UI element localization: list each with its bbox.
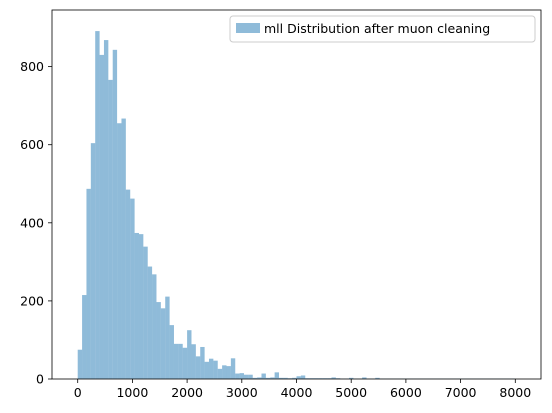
histogram-bar xyxy=(173,343,179,379)
histogram-bar xyxy=(178,343,183,379)
x-tick-label: 8000 xyxy=(499,385,531,400)
histogram-bar xyxy=(362,377,367,379)
x-axis-ticks: 0 1000 2000 3000 4000 5000 6000 7000 8000 xyxy=(74,379,531,400)
y-tick-label: 600 xyxy=(20,137,44,152)
histogram-bar xyxy=(222,365,227,379)
legend-label: mll Distribution after muon cleaning xyxy=(264,21,490,36)
histogram-bar xyxy=(230,358,236,379)
histogram-bar xyxy=(99,54,104,380)
histogram-bar xyxy=(182,347,188,379)
x-tick-label: 7000 xyxy=(445,385,477,400)
histogram-bar xyxy=(300,375,306,379)
histogram-bar xyxy=(274,372,279,379)
histogram-bar xyxy=(138,234,144,379)
histogram-bar xyxy=(117,123,122,379)
histogram-bar xyxy=(82,295,87,379)
histogram-bar xyxy=(160,308,166,379)
histogram-bar xyxy=(235,373,240,379)
histogram-bar xyxy=(239,373,244,379)
histogram-bar xyxy=(200,346,205,379)
histogram-bar xyxy=(156,302,161,379)
histogram-bar xyxy=(86,188,91,379)
histogram-bar xyxy=(112,49,118,379)
histogram-bar xyxy=(165,296,170,379)
histogram-bar xyxy=(169,325,174,379)
y-tick-label: 0 xyxy=(36,372,44,387)
x-tick-label: 4000 xyxy=(281,385,313,400)
histogram-bar xyxy=(292,377,297,379)
histogram-bar xyxy=(252,377,258,379)
y-tick-label: 400 xyxy=(20,215,44,230)
histogram-bar xyxy=(152,274,157,379)
histogram-bar xyxy=(265,377,271,379)
histogram-bar xyxy=(95,31,100,379)
histogram-bar xyxy=(191,344,196,379)
histogram-bar xyxy=(331,377,336,379)
histogram-bar xyxy=(130,198,135,379)
histogram-bar xyxy=(375,377,380,379)
histogram-bar xyxy=(208,358,214,379)
x-tick-label: 2000 xyxy=(171,385,203,400)
x-tick-label: 5000 xyxy=(335,385,367,400)
histogram-bar xyxy=(243,374,249,379)
histogram-bar xyxy=(90,143,96,379)
histogram-bar xyxy=(121,118,126,380)
histogram-bar xyxy=(143,246,148,379)
legend: mll Distribution after muon cleaning xyxy=(229,15,536,43)
histogram-bar xyxy=(134,232,139,379)
histogram-bar xyxy=(278,377,284,379)
histogram-bar xyxy=(147,266,153,379)
histogram-bar xyxy=(261,373,266,379)
histogram-bar xyxy=(125,189,131,379)
y-tick-label: 800 xyxy=(20,59,44,74)
histogram-bar xyxy=(217,368,223,379)
legend-swatch xyxy=(236,23,260,33)
y-tick-label: 200 xyxy=(20,293,44,308)
histogram-bar xyxy=(296,376,301,379)
histogram-bars xyxy=(77,31,516,380)
histogram-bar xyxy=(213,360,218,379)
histogram-bar xyxy=(108,79,113,380)
histogram-bar xyxy=(103,40,109,380)
histogram-bar xyxy=(226,366,231,379)
histogram-bar xyxy=(270,377,275,379)
histogram-bar xyxy=(204,361,209,379)
histogram-bar xyxy=(248,374,253,379)
x-tick-label: 6000 xyxy=(390,385,422,400)
histogram-bar xyxy=(349,377,354,379)
histogram-bar xyxy=(77,349,83,379)
x-tick-label: 1000 xyxy=(116,385,148,400)
x-tick-label: 3000 xyxy=(226,385,258,400)
histogram-bar xyxy=(283,377,288,379)
legend-box xyxy=(229,15,536,43)
x-tick-label: 0 xyxy=(74,385,82,400)
histogram-bar xyxy=(187,330,192,379)
histogram-bar xyxy=(257,377,262,379)
histogram-bar xyxy=(195,356,201,379)
y-axis-ticks: 0 200 400 600 800 xyxy=(20,59,52,387)
